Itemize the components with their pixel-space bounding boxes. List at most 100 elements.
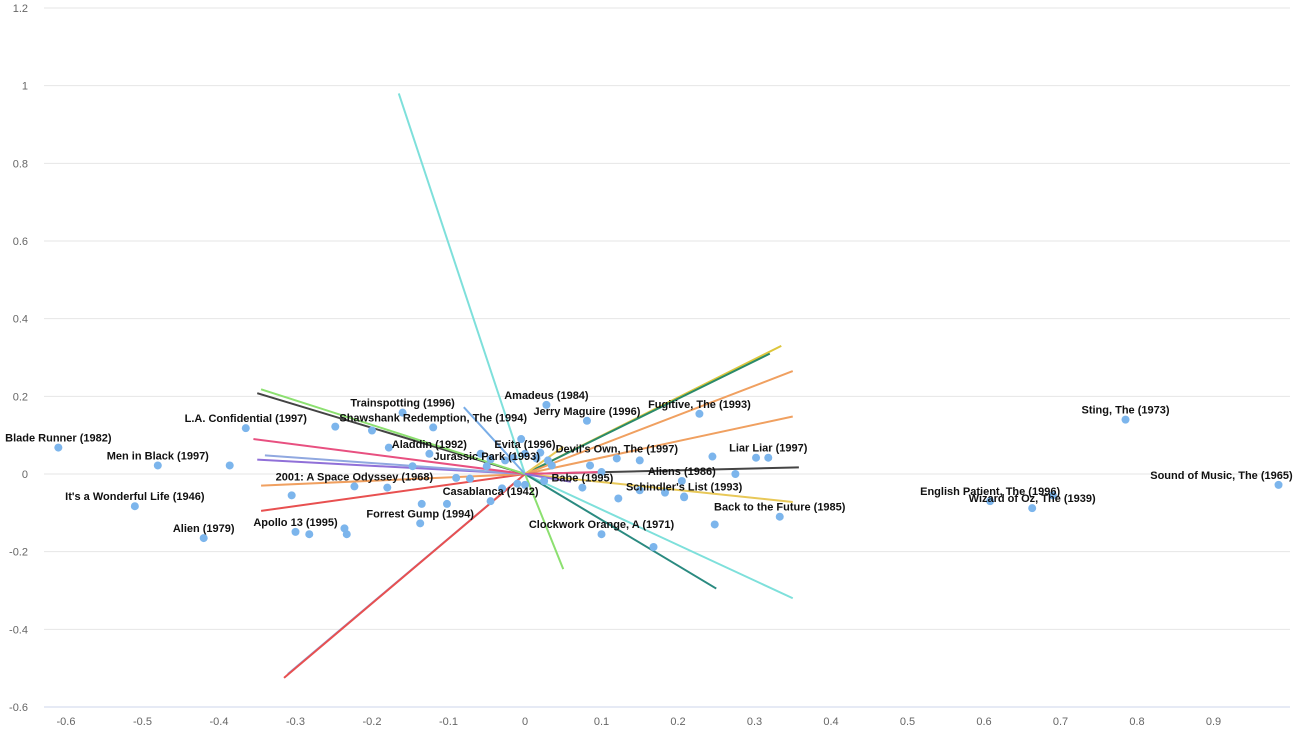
scatter-point[interactable]: [287, 491, 296, 500]
point-label: Shawshank Redemption, The (1994): [339, 412, 527, 424]
scatter-point[interactable]: [547, 461, 556, 470]
scatter-point[interactable]: [54, 443, 63, 452]
point-label: Devil's Own, The (1997): [556, 443, 679, 455]
scatter-point[interactable]: [542, 400, 551, 409]
scatter-point[interactable]: [501, 456, 510, 465]
point-label: Babe (1995): [551, 473, 613, 485]
scatter-point[interactable]: [536, 448, 545, 457]
loading-vector: [524, 352, 771, 475]
scatter-point[interactable]: [509, 453, 518, 462]
scatter-point[interactable]: [710, 520, 719, 529]
point-label: 2001: A Space Odyssey (1968): [276, 471, 434, 483]
x-tick-label: 0.2: [670, 716, 685, 728]
scatter-point[interactable]: [408, 462, 417, 471]
point-label: Trainspotting (1996): [350, 398, 455, 410]
point-label: Back to the Future (1985): [714, 502, 846, 514]
scatter-point[interactable]: [429, 423, 438, 432]
scatter-point[interactable]: [660, 488, 669, 497]
scatter-point[interactable]: [1048, 491, 1057, 500]
scatter-point[interactable]: [452, 473, 461, 482]
scatter-point[interactable]: [586, 461, 595, 470]
scatter-point[interactable]: [130, 502, 139, 511]
point-label: Sound of Music, The (1965): [1150, 470, 1293, 482]
scatter-point[interactable]: [416, 519, 425, 528]
scatter-point[interactable]: [398, 408, 407, 417]
scatter-point[interactable]: [350, 482, 359, 491]
scatter-point[interactable]: [486, 497, 495, 506]
loading-vector: [283, 473, 526, 679]
loading-vector: [463, 406, 526, 475]
data-points: [54, 400, 1283, 552]
x-tick-label: -0.2: [363, 716, 382, 728]
scatter-point[interactable]: [465, 474, 474, 483]
x-tick-label: -0.3: [286, 716, 305, 728]
x-tick-label: -0.6: [57, 716, 76, 728]
scatter-point[interactable]: [486, 455, 495, 464]
scatter-point[interactable]: [476, 449, 485, 458]
scatter-point[interactable]: [513, 479, 522, 488]
loading-vector: [524, 370, 794, 475]
scatter-point[interactable]: [986, 497, 995, 506]
scatter-point[interactable]: [597, 468, 606, 477]
point-label: L.A. Confidential (1997): [185, 413, 308, 425]
scatter-point[interactable]: [649, 543, 658, 552]
scatter-point[interactable]: [1028, 504, 1037, 513]
point-label: Alien (1979): [173, 523, 235, 535]
scatter-point[interactable]: [442, 499, 451, 508]
scatter-point[interactable]: [1121, 415, 1130, 424]
scatter-point[interactable]: [517, 435, 526, 444]
scatter-point[interactable]: [498, 484, 507, 493]
scatter-point[interactable]: [764, 453, 773, 462]
scatter-point[interactable]: [597, 530, 606, 539]
scatter-point[interactable]: [635, 456, 644, 465]
scatter-point[interactable]: [384, 443, 393, 452]
point-label: Aladdin (1992): [392, 439, 468, 451]
x-tick-label: 0.9: [1206, 716, 1221, 728]
scatter-point[interactable]: [532, 454, 541, 463]
scatter-point[interactable]: [521, 449, 529, 458]
scatter-point[interactable]: [342, 530, 351, 539]
scatter-point[interactable]: [482, 462, 491, 471]
scatter-point[interactable]: [612, 454, 621, 463]
point-label: Liar Liar (1997): [729, 443, 808, 455]
point-label: Forrest Gump (1994): [366, 508, 474, 520]
scatter-point[interactable]: [540, 476, 549, 485]
loading-vector: [260, 388, 526, 475]
scatter-point[interactable]: [291, 527, 300, 536]
x-tick-label: -0.5: [133, 716, 152, 728]
scatter-point[interactable]: [1274, 480, 1283, 489]
scatter-point[interactable]: [331, 422, 340, 431]
scatter-point[interactable]: [752, 453, 761, 462]
scatter-point[interactable]: [680, 492, 689, 501]
scatter-point[interactable]: [635, 486, 644, 495]
point-label: Amadeus (1984): [504, 390, 589, 402]
scatter-point[interactable]: [199, 534, 208, 543]
scatter-point[interactable]: [368, 426, 376, 435]
scatter-point[interactable]: [775, 512, 784, 521]
point-label: Clockwork Orange, A (1971): [529, 519, 675, 531]
scatter-point[interactable]: [731, 470, 740, 478]
scatter-point[interactable]: [578, 483, 587, 492]
loading-vectors: [253, 93, 799, 679]
scatter-point[interactable]: [521, 480, 529, 489]
scatter-point[interactable]: [305, 530, 314, 539]
scatter-point[interactable]: [708, 452, 717, 461]
x-tick-label: 0.4: [823, 716, 838, 728]
scatter-point[interactable]: [677, 476, 686, 485]
scatter-point[interactable]: [153, 461, 162, 470]
scatter-point[interactable]: [425, 449, 434, 458]
loading-vector: [524, 473, 717, 590]
loading-vector: [524, 471, 602, 475]
scatter-point[interactable]: [614, 494, 623, 503]
scatter-point[interactable]: [695, 409, 704, 418]
scatter-point[interactable]: [582, 416, 591, 425]
x-axis-ticks: -0.6 -0.5 -0.4 -0.3 -0.2 -0.1 0 0.1 0.2 0.3 0.4 0.5…: [44, 706, 1290, 728]
scatter-point[interactable]: [225, 461, 234, 470]
y-tick-label: 0: [22, 469, 28, 481]
scatter-point[interactable]: [417, 499, 426, 508]
point-label: It's a Wonderful Life (1946): [65, 491, 205, 503]
scatter-point[interactable]: [241, 424, 250, 433]
loading-vector: [260, 473, 526, 512]
scatter-point[interactable]: [383, 483, 392, 492]
